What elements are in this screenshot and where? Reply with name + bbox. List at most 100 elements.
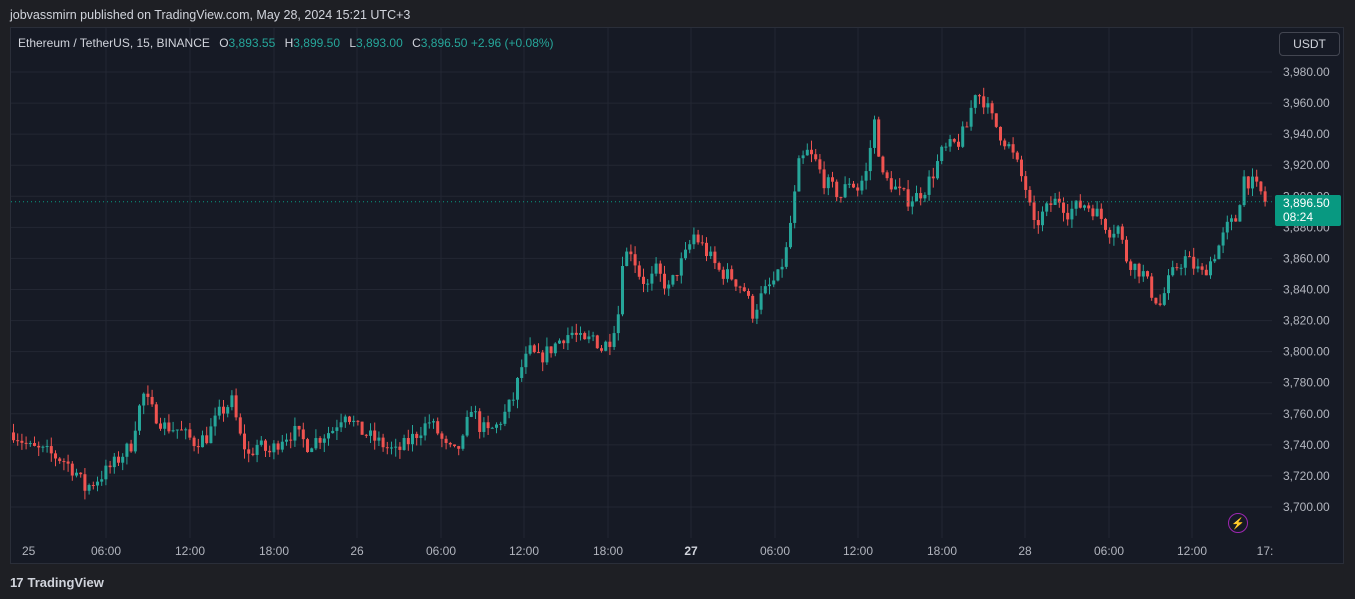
candle-body xyxy=(1251,176,1254,189)
candle-body xyxy=(889,178,893,190)
x-tick-label: 06:00 xyxy=(426,544,456,558)
candle-body xyxy=(625,251,629,267)
candle-body xyxy=(289,439,293,441)
candle-body xyxy=(642,276,645,285)
candle-body xyxy=(898,186,902,189)
candle-body xyxy=(826,177,830,189)
candle-body xyxy=(847,183,851,185)
x-tick-label: 06:00 xyxy=(760,544,790,558)
candle-body xyxy=(839,197,843,199)
candle-body xyxy=(486,422,490,429)
x-tick-label: 12:00 xyxy=(843,544,873,558)
candle-body xyxy=(1095,208,1099,217)
candle-body xyxy=(1162,293,1166,305)
candle-body xyxy=(175,429,179,431)
candle-body xyxy=(209,426,213,444)
candle-body xyxy=(583,333,587,340)
candle-body xyxy=(75,472,78,476)
candle-body xyxy=(1099,208,1103,219)
candle-body xyxy=(125,443,129,457)
change-value: +2.96 (+0.08%) xyxy=(470,36,554,50)
candle-body xyxy=(1074,200,1078,209)
candle-body xyxy=(965,126,969,128)
candle-body xyxy=(402,437,406,450)
symbol-label[interactable]: Ethereum / TetherUS, 15, BINANCE xyxy=(18,36,210,50)
candle-body xyxy=(171,430,175,432)
candle-body xyxy=(1141,271,1145,277)
candle-body xyxy=(1066,212,1070,220)
candle-body xyxy=(549,346,553,354)
candle-body xyxy=(331,430,335,434)
candle-body xyxy=(801,155,805,159)
candle-body xyxy=(268,450,272,453)
x-tick-label: 12:00 xyxy=(175,544,205,558)
candle-body xyxy=(671,275,675,285)
y-tick-label: 3,980.00 xyxy=(1283,65,1330,79)
candle-body xyxy=(499,423,503,425)
candle-body xyxy=(692,234,696,245)
candle-body xyxy=(633,254,637,266)
candle-body xyxy=(784,247,788,267)
candle-body xyxy=(684,249,687,259)
candle-body xyxy=(394,446,398,448)
candle-body xyxy=(1183,256,1187,268)
candle-body xyxy=(192,437,196,447)
candle-body xyxy=(1049,203,1053,205)
candle-body xyxy=(117,456,120,463)
candle-body xyxy=(994,113,998,127)
candle-body xyxy=(436,421,440,434)
candle-body xyxy=(507,399,511,412)
candle-body xyxy=(255,444,259,455)
candle-body xyxy=(448,442,452,445)
candle-body xyxy=(982,96,986,108)
candle-body xyxy=(1221,232,1225,246)
candle-body xyxy=(600,348,603,351)
candle-body xyxy=(301,429,305,440)
last-price-label: 3,896.50 08:24 xyxy=(1275,195,1341,226)
candle-body xyxy=(776,269,780,281)
y-tick-label: 3,740.00 xyxy=(1283,438,1330,452)
candle-body xyxy=(608,341,612,347)
candle-body xyxy=(579,333,582,335)
candle-body xyxy=(574,332,578,335)
candle-body xyxy=(1167,275,1170,294)
candle-body xyxy=(1104,218,1107,230)
candle-body xyxy=(1255,176,1259,182)
candle-body xyxy=(226,407,230,414)
candle-body xyxy=(423,423,427,436)
candle-body xyxy=(356,420,360,422)
candle-body xyxy=(1154,297,1158,304)
candle-body xyxy=(230,395,234,408)
currency-button[interactable]: USDT xyxy=(1279,32,1340,56)
candle-body xyxy=(112,456,116,468)
lightning-icon[interactable]: ⚡ xyxy=(1228,513,1248,533)
candle-body xyxy=(415,433,419,439)
candle-body xyxy=(978,95,981,97)
candle-body xyxy=(986,103,990,108)
candle-body xyxy=(297,425,301,430)
candle-body xyxy=(520,367,524,378)
candle-body xyxy=(1242,176,1246,206)
candle-body xyxy=(696,234,700,243)
y-tick-label: 3,940.00 xyxy=(1283,127,1330,141)
candle-body xyxy=(805,149,809,156)
x-tick-label: 28 xyxy=(1018,544,1032,558)
tradingview-logo[interactable]: 17 TradingView xyxy=(10,574,104,590)
candle-body xyxy=(247,449,251,454)
chart-panel[interactable] xyxy=(10,27,1344,564)
candle-body xyxy=(566,335,570,344)
candle-body xyxy=(1024,176,1028,190)
candle-body xyxy=(1246,176,1250,189)
candle-body xyxy=(411,433,414,445)
candle-body xyxy=(810,149,813,155)
candle-body xyxy=(612,333,616,347)
candle-body xyxy=(381,437,385,448)
candle-body xyxy=(595,335,599,349)
candle-body xyxy=(33,443,36,446)
candle-body xyxy=(1015,152,1019,160)
candle-body xyxy=(360,421,364,435)
candle-body xyxy=(150,396,154,405)
y-tick-label: 3,720.00 xyxy=(1283,469,1330,483)
candle-body xyxy=(1263,191,1267,202)
